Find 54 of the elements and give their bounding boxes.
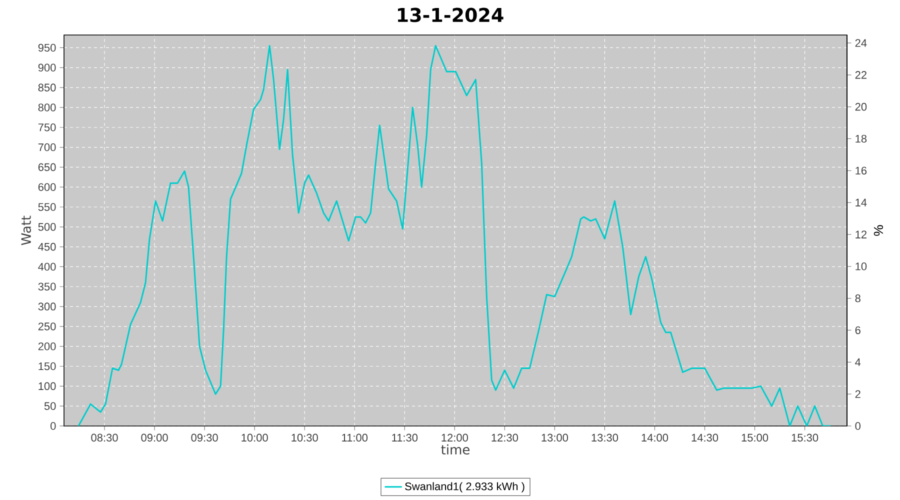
x-tick-label: 09:30 xyxy=(191,434,218,442)
y2-tick-label: 14 xyxy=(856,198,867,206)
x-tick-label: 12:30 xyxy=(492,434,518,442)
y2-tick-label: 4 xyxy=(855,358,861,366)
y2-tick-label: 16 xyxy=(856,166,867,175)
y2-tick-label: 6 xyxy=(855,326,860,334)
y-tick-label: 800 xyxy=(38,104,56,112)
x-tick-label: 14:00 xyxy=(642,434,668,442)
x-tick-label: 14:30 xyxy=(692,434,718,442)
y-tick-label: 300 xyxy=(38,302,56,310)
y-tick-label: 550 xyxy=(38,203,56,211)
y-tick-label: 0 xyxy=(50,422,56,430)
y2-tick-label: 20 xyxy=(855,102,867,111)
y2-tick-label: 18 xyxy=(856,134,867,143)
x-tick-label: 10:30 xyxy=(292,434,318,442)
y-tick-label: 50 xyxy=(44,402,56,410)
chart-title: 13-1-2024 xyxy=(398,8,504,22)
x-tick-label: 15:00 xyxy=(742,434,768,442)
line-series xyxy=(78,45,832,426)
y-tick-label: 100 xyxy=(38,382,56,390)
y-tick-label: 250 xyxy=(38,322,56,330)
y2-tick-label: 22 xyxy=(855,71,866,79)
legend-label: Swanland1( 2.933 kWh ) xyxy=(405,482,524,492)
y-tick-label: 600 xyxy=(38,183,56,191)
y2-tick-label: 24 xyxy=(855,39,867,47)
y-tick-label: 900 xyxy=(38,64,56,72)
y2-tick-label: 10 xyxy=(856,262,867,270)
y2-tick-label: 2 xyxy=(855,390,860,398)
y-tick-label: 450 xyxy=(38,242,56,251)
y-tick-label: 400 xyxy=(38,262,56,271)
x-tick-label: 15:30 xyxy=(792,434,818,442)
x-tick-label: 13:00 xyxy=(542,434,568,442)
y-tick-label: 200 xyxy=(38,342,56,350)
y-tick-label: 500 xyxy=(38,223,56,231)
y-tick-label: 850 xyxy=(38,84,56,92)
y-tick-label: 950 xyxy=(38,44,56,52)
x-tick-label: 11:30 xyxy=(392,434,418,442)
y-tick-label: 750 xyxy=(38,123,56,132)
x-tick-label: 12:00 xyxy=(442,434,468,442)
x-tick-label: 10:00 xyxy=(242,434,268,442)
y-tick-label: 700 xyxy=(38,143,56,152)
y-axis-title: Watt xyxy=(21,216,31,246)
y2-tick-label: 12 xyxy=(856,230,866,238)
y-tick-label: 650 xyxy=(38,163,56,172)
x-tick-label: 11:00 xyxy=(342,434,368,442)
y-tick-label: 350 xyxy=(38,282,56,291)
x-tick-label: 08:30 xyxy=(91,434,118,442)
y2-axis-title: % xyxy=(874,225,884,236)
x-tick-label: 13:30 xyxy=(592,434,618,442)
x-tick-label: 09:00 xyxy=(141,434,168,442)
x-axis-title: time xyxy=(441,444,470,455)
y2-tick-label: 0 xyxy=(855,422,860,430)
y-tick-label: 150 xyxy=(38,362,56,370)
y2-tick-label: 8 xyxy=(855,294,860,302)
